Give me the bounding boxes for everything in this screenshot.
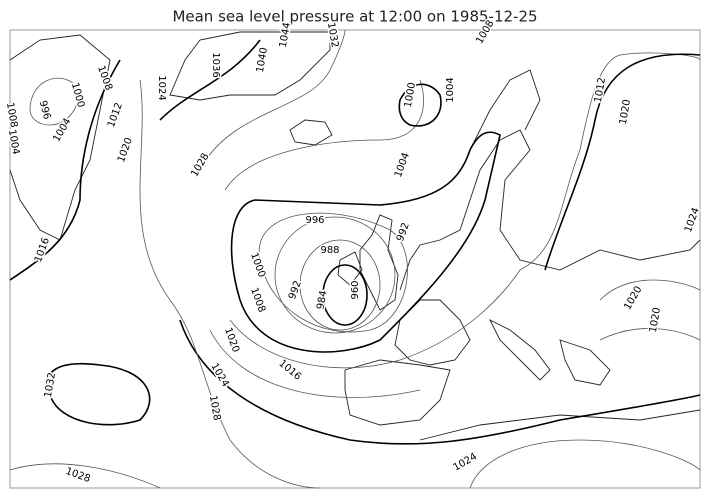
contour-label: 984 <box>315 290 329 311</box>
isobars <box>9 29 701 489</box>
contour-label: 1000 <box>403 82 418 109</box>
contour-label: 988 <box>320 245 339 256</box>
contour-label: 1004 <box>445 77 456 102</box>
map-frame <box>9 29 701 489</box>
contour-label: 960 <box>350 280 361 299</box>
coastlines <box>9 31 701 441</box>
map-title: Mean sea level pressure at 12:00 on 1985… <box>172 8 537 26</box>
contour-label: 1024 <box>156 75 167 100</box>
contour-label: 996 <box>305 215 324 226</box>
contour-label: 996 <box>37 99 53 120</box>
contour-label: 1036 <box>210 52 221 77</box>
